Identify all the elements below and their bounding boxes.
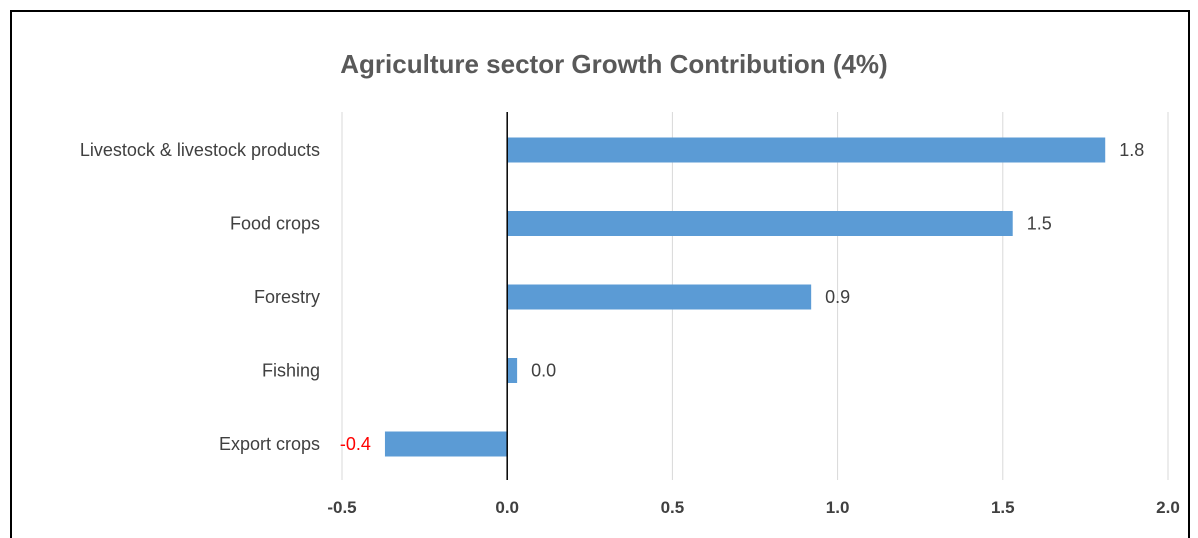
category-label: Forestry [254,287,320,307]
x-tick-label: 1.0 [826,498,850,517]
category-label: Fishing [262,361,320,381]
category-labels: Livestock & livestock products Food crops… [80,140,320,454]
bar [507,284,812,310]
bar [507,137,1106,163]
data-label: 0.0 [531,361,556,381]
chart-frame [10,10,1190,538]
category-label: Livestock & livestock products [80,140,320,160]
data-label: 1.5 [1027,214,1052,234]
bar [507,211,1013,236]
bars [384,137,1106,457]
x-tick-labels: -0.5 0.0 0.5 1.0 1.5 2.0 [327,498,1179,517]
x-tick-label: 1.5 [991,498,1015,517]
category-label: Food crops [230,214,320,234]
data-label: -0.4 [340,434,371,454]
category-label: Export crops [219,434,320,454]
x-tick-label: 2.0 [1156,498,1180,517]
chart-title: Agriculture sector Growth Contribution (… [340,49,887,79]
bar [384,431,508,457]
data-labels: 1.8 1.5 0.9 0.0 -0.4 [340,140,1144,454]
x-tick-label: -0.5 [327,498,356,517]
x-tick-label: 0.5 [661,498,685,517]
x-tick-label: 0.0 [495,498,519,517]
data-label: 0.9 [825,287,850,307]
bar [507,358,518,383]
data-label: 1.8 [1119,140,1144,160]
